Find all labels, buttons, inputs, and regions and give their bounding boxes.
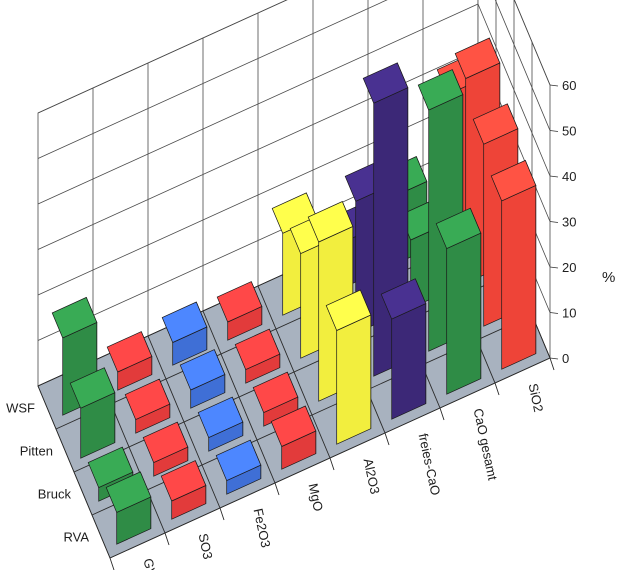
bar-top (454, 37, 501, 79)
bar-top (490, 159, 537, 202)
z-tick-label: 0 (562, 351, 569, 366)
category-label: GV (141, 557, 160, 570)
z-tick-label: 10 (562, 306, 576, 321)
bar-top (270, 405, 317, 447)
bar-top (106, 331, 153, 373)
bar-top (179, 349, 226, 391)
bar-top (105, 471, 152, 513)
z-tick-mark (549, 221, 559, 223)
category-label: freies-CaO (416, 432, 444, 497)
bar-front (446, 232, 482, 395)
bar-top (380, 278, 427, 320)
category-tick (164, 532, 170, 546)
bar-top (142, 421, 189, 464)
bar-wsf-so3 (106, 331, 153, 391)
bar-top (216, 281, 263, 323)
bar-rva-cao-gesamt (435, 207, 482, 395)
category-tick (439, 407, 445, 421)
z-tick-mark (549, 84, 559, 87)
bar-rva-al2o3 (325, 289, 372, 445)
bar-top (252, 371, 299, 414)
z-tick-mark (549, 130, 559, 132)
bar-top (234, 328, 281, 371)
bar-top (325, 289, 372, 331)
bar-bruck-fe2o3 (197, 396, 244, 452)
z-tick-mark (549, 175, 559, 178)
bar-pitten-mgo (234, 328, 281, 384)
bar-pitten-fe2o3 (179, 349, 226, 409)
bar-pitten-gv (69, 367, 116, 459)
category-label: SiO2 (526, 382, 547, 413)
bar-top (435, 207, 482, 250)
bar-top (160, 460, 207, 502)
bar-rva-so3 (160, 460, 207, 520)
z-tick-label: 40 (562, 169, 576, 184)
bar-rva-sio2 (490, 159, 537, 370)
bar-top (51, 296, 98, 339)
category-label: Al2O3 (361, 457, 383, 495)
category-tick (549, 357, 555, 371)
bar-wsf-mgo (216, 281, 263, 341)
series-label: WSF (6, 401, 35, 416)
bar-top (69, 367, 116, 409)
bar-rva-freies-cao (380, 278, 427, 420)
category-tick (219, 507, 225, 521)
category-tick (109, 557, 115, 571)
bar-top (472, 103, 519, 145)
z-tick-label: 50 (562, 124, 576, 139)
category-tick (494, 382, 500, 396)
bar-rva-mgo (270, 405, 317, 470)
bar-top (417, 69, 464, 111)
bar-pitten-so3 (124, 378, 171, 434)
bar-front (501, 184, 537, 370)
category-label: CaO gesamt (471, 407, 501, 482)
bar-wsf-fe2o3 (161, 301, 208, 366)
bar-top (197, 396, 244, 439)
series-label: RVA (63, 530, 89, 545)
category-label: Fe2O3 (251, 507, 274, 549)
bar-top (307, 201, 354, 243)
z-tick-mark (549, 266, 559, 269)
bar-bruck-mgo (252, 371, 299, 427)
z-tick-label: 60 (562, 78, 576, 93)
bar-top (87, 446, 134, 489)
chart-bars (51, 37, 537, 545)
category-tick (384, 432, 390, 446)
category-label: MgO (306, 482, 327, 513)
gridline-right (513, 0, 551, 86)
category-tick (274, 482, 280, 496)
bar-rva-fe2o3 (215, 439, 262, 495)
bar-rva-gv (105, 471, 152, 545)
bar-front (391, 303, 427, 420)
bar-front (336, 314, 372, 445)
bar-bruck-so3 (142, 421, 189, 477)
series-label: Pitten (20, 444, 53, 459)
bar-top (124, 378, 171, 421)
bar-top (161, 301, 208, 343)
z-tick-mark (549, 312, 559, 314)
category-label: SO3 (196, 532, 216, 561)
z-axis-unit-label: % (602, 269, 615, 286)
category-tick (329, 457, 335, 471)
bar-wsf-gv (51, 296, 98, 416)
z-tick-label: 30 (562, 215, 576, 230)
bar-top (362, 62, 409, 104)
z-tick-label: 20 (562, 260, 576, 275)
z-tick-mark (549, 357, 559, 360)
bar-top (215, 439, 262, 482)
series-label: Bruck (38, 487, 72, 502)
